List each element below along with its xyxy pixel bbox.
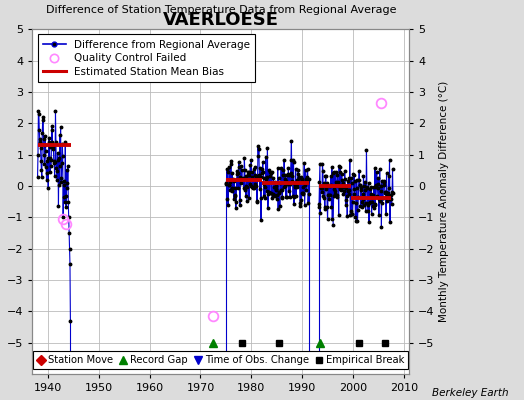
Y-axis label: Monthly Temperature Anomaly Difference (°C): Monthly Temperature Anomaly Difference (…	[439, 81, 449, 322]
Title: VAERLOESE: VAERLOESE	[163, 11, 279, 29]
Legend: Station Move, Record Gap, Time of Obs. Change, Empirical Break: Station Move, Record Gap, Time of Obs. C…	[33, 351, 409, 369]
Text: Berkeley Earth: Berkeley Earth	[432, 388, 508, 398]
Text: Difference of Station Temperature Data from Regional Average: Difference of Station Temperature Data f…	[46, 6, 396, 16]
